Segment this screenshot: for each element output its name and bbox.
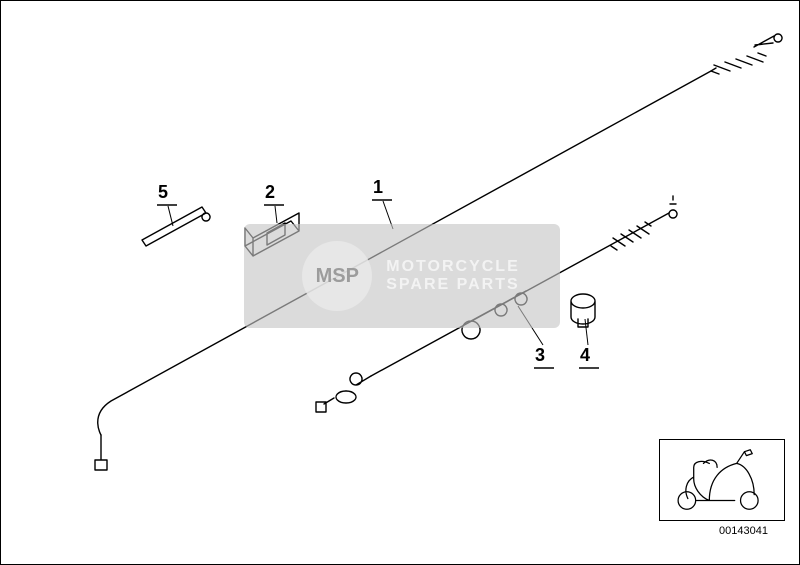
callout-1: 1 [373, 178, 383, 196]
reference-icon-box [659, 439, 785, 521]
callout-4: 4 [580, 346, 590, 364]
callout-2: 2 [265, 183, 275, 201]
scooter-icon [660, 440, 784, 520]
callout-3: 3 [535, 346, 545, 364]
diagram-canvas: 1 2 3 4 5 MSP MOTORCYCLE SPARE PARTS 001… [0, 0, 800, 565]
drawing-number: 00143041 [719, 525, 768, 537]
callout-5: 5 [158, 183, 168, 201]
